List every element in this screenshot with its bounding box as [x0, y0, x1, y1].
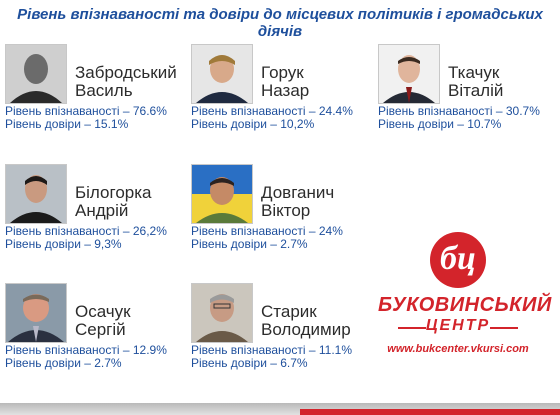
logo-rule-right	[490, 327, 518, 329]
footer-accent-bar	[300, 409, 560, 415]
person-name: Білогорка Андрій	[75, 184, 152, 220]
portrait-photo	[191, 44, 253, 104]
person-given-name: Віталій	[448, 81, 504, 100]
person-card-tkachuk: Ткачук Віталій Рівень впізнаваності – 30…	[378, 44, 560, 144]
bukovynskyi-tsentr-logo: бц БУКОВИНСЬКИЙ ЦЕНТР www.bukcenter.vkur…	[378, 232, 552, 367]
person-given-name: Назар	[261, 81, 310, 100]
portrait-photo	[5, 44, 67, 104]
recognition-level: Рівень впізнаваності – 26,2%	[5, 224, 167, 238]
person-name: Ткачук Віталій	[448, 64, 503, 100]
person-surname: Осачук	[75, 302, 131, 321]
trust-level: Рівень довіри – 6.7%	[191, 356, 308, 370]
person-surname: Білогорка	[75, 183, 152, 202]
page-title: Рівень впізнаваності та довіри до місцев…	[17, 6, 543, 40]
recognition-level: Рівень впізнаваності – 11.1%	[191, 343, 352, 357]
person-name: Довганич Віктор	[261, 184, 334, 220]
person-name: Осачук Сергій	[75, 303, 131, 339]
person-surname: Довганич	[261, 183, 335, 202]
person-surname: Ткачук	[448, 63, 500, 82]
recognition-level: Рівень впізнаваності – 24.4%	[191, 104, 353, 118]
person-card-staryk: Старик Володимир Рівень впізнаваності – …	[191, 283, 376, 383]
person-card-bilohorka: Білогорка Андрій Рівень впізнаваності – …	[5, 164, 190, 264]
website-link[interactable]: www.bukcenter.vkursi.com	[387, 343, 529, 355]
logo-name-line1: БУКОВИНСЬКИЙ	[378, 294, 552, 316]
portrait-photo	[5, 283, 67, 343]
person-given-name: Андрій	[75, 201, 129, 220]
portrait-photo	[5, 164, 67, 224]
portrait-photo	[378, 44, 440, 104]
person-given-name: Сергій	[75, 320, 126, 339]
trust-level: Рівень довіри – 10,2%	[191, 117, 315, 131]
person-card-osachuk: Осачук Сергій Рівень впізнаваності – 12.…	[5, 283, 190, 383]
trust-level: Рівень довіри – 9,3%	[5, 237, 122, 251]
person-name: Забродський Василь	[75, 64, 177, 100]
recognition-level: Рівень впізнаваності – 24%	[191, 224, 343, 238]
recognition-level: Рівень впізнаваності – 76.6%	[5, 104, 167, 118]
logo-name-line2: ЦЕНТР	[425, 317, 491, 334]
logo-mark-icon: бц	[430, 232, 486, 288]
person-surname: Старик	[261, 302, 317, 321]
person-surname: Горук	[261, 63, 304, 82]
person-card-dovhanych: Довганич Віктор Рівень впізнаваності – 2…	[191, 164, 376, 264]
recognition-level: Рівень впізнаваності – 30.7%	[378, 104, 540, 118]
person-card-zabrodskyi: Забродський Василь Рівень впізнаваності …	[5, 44, 190, 144]
person-given-name: Василь	[75, 81, 133, 100]
logo-rule-left	[398, 327, 426, 329]
portrait-photo	[191, 283, 253, 343]
trust-level: Рівень довіри – 15.1%	[5, 117, 129, 131]
trust-level: Рівень довіри – 2.7%	[5, 356, 122, 370]
person-name: Старик Володимир	[261, 303, 351, 339]
person-surname: Забродський	[75, 63, 177, 82]
person-given-name: Володимир	[261, 320, 351, 339]
recognition-level: Рівень впізнаваності – 12.9%	[5, 343, 167, 357]
trust-level: Рівень довіри – 2.7%	[191, 237, 308, 251]
trust-level: Рівень довіри – 10.7%	[378, 117, 502, 131]
person-given-name: Віктор	[261, 201, 311, 220]
portrait-photo	[191, 164, 253, 224]
person-name: Горук Назар	[261, 64, 309, 100]
person-card-goruk: Горук Назар Рівень впізнаваності – 24.4%…	[191, 44, 376, 144]
